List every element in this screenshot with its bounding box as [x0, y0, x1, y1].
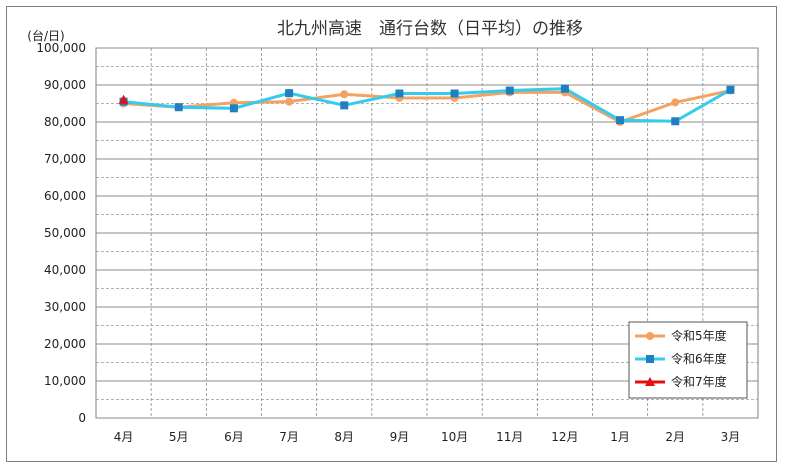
data-point [671, 98, 680, 107]
x-tick-label: 9月 [390, 430, 410, 444]
y-tick-label: 0 [78, 411, 86, 425]
y-tick-label: 40,000 [44, 263, 86, 277]
legend-label: 令和5年度 [671, 328, 727, 343]
data-point [229, 104, 238, 113]
x-tick-label: 7月 [279, 430, 299, 444]
y-tick-label: 70,000 [44, 152, 86, 166]
data-point [671, 117, 680, 126]
data-point [340, 101, 349, 110]
y-tick-label: 20,000 [44, 337, 86, 351]
data-point [450, 89, 459, 98]
legend-marker [645, 377, 655, 386]
data-point [285, 89, 294, 98]
y-tick-label: 80,000 [44, 115, 86, 129]
legend-marker [646, 355, 654, 363]
data-point [560, 84, 569, 93]
series-2 [119, 84, 735, 126]
series-group [118, 84, 735, 126]
y-tick-label: 30,000 [44, 300, 86, 314]
chart-title: 北九州高速 通行台数（日平均）の推移 [277, 19, 583, 39]
data-point [340, 90, 349, 99]
data-point [395, 89, 404, 98]
y-tick-label: 50,000 [44, 226, 86, 240]
data-point [505, 86, 514, 95]
x-tick-label: 8月 [334, 430, 354, 444]
series-line [123, 87, 732, 123]
data-point [174, 103, 183, 112]
data-point [285, 97, 294, 106]
y-tick-label: 90,000 [44, 78, 86, 92]
x-tick-label: 5月 [169, 430, 189, 444]
x-tick-label: 12月 [551, 430, 578, 444]
x-tick-label: 2月 [665, 430, 685, 444]
x-axis-ticks: 4月 5月 6月 7月 8月 9月 10月 11月 12月 1月 2月 3月 [114, 430, 740, 444]
y-tick-label: 60,000 [44, 189, 86, 203]
x-tick-label: 10月 [441, 430, 468, 444]
data-point [726, 85, 735, 94]
x-tick-label: 3月 [721, 430, 741, 444]
series-3 [118, 94, 129, 104]
x-tick-label: 4月 [114, 430, 134, 444]
x-tick-label: 1月 [610, 430, 630, 444]
y-axis-label: (台/日) [27, 28, 64, 43]
y-tick-label: 10,000 [44, 374, 86, 388]
legend-label: 令和7年度 [671, 374, 727, 389]
y-tick-label: 100,000 [36, 41, 86, 55]
legend-marker [646, 332, 654, 340]
series-line [123, 89, 731, 124]
y-axis-ticks: 0 10,000 20,000 30,000 40,000 50,000 60,000 70,… [36, 41, 86, 425]
data-point [118, 94, 129, 104]
x-tick-label: 11月 [496, 430, 523, 444]
x-tick-label: 6月 [224, 430, 244, 444]
data-point [616, 116, 625, 125]
legend-label: 令和6年度 [671, 351, 727, 366]
